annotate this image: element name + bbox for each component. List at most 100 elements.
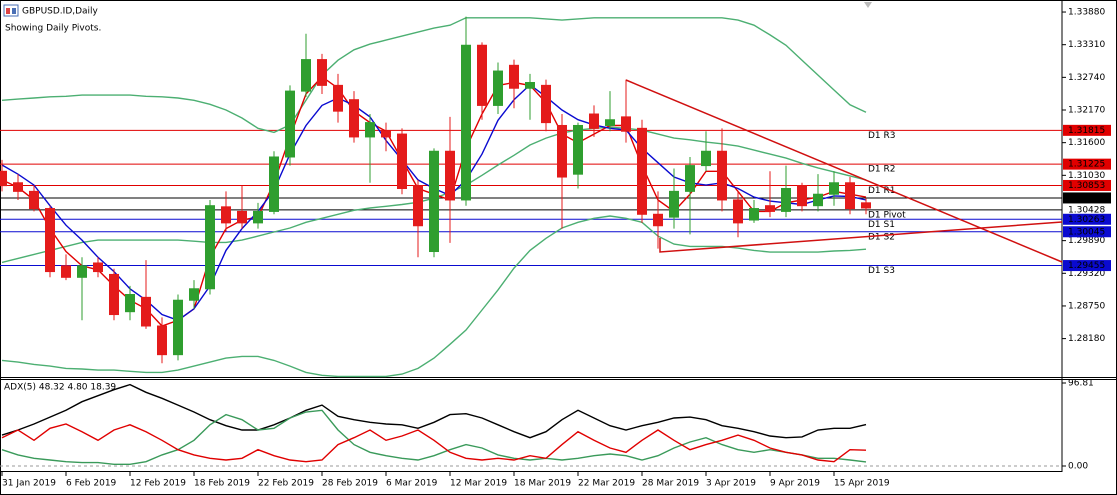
candle-body xyxy=(461,44,471,201)
price-box xyxy=(1063,192,1111,204)
price-box xyxy=(1063,158,1111,170)
price-box xyxy=(1063,213,1111,225)
pivot-label: D1 S1 xyxy=(868,220,895,230)
candle-body xyxy=(509,64,519,89)
candle-body xyxy=(93,262,103,273)
candle-body xyxy=(45,208,55,273)
candle-body xyxy=(77,265,87,278)
symbol-icon-part xyxy=(12,8,16,14)
candle-body xyxy=(349,99,359,138)
pivot-label: D1 R3 xyxy=(868,131,896,141)
candle-body xyxy=(0,170,7,187)
candle-body xyxy=(733,199,743,224)
candle-body xyxy=(157,325,167,356)
x-tick-label: 31 Jan 2019 xyxy=(2,479,56,489)
price-box xyxy=(1063,124,1111,136)
chart-title: GBPUSD.ID,Daily xyxy=(22,7,99,17)
price-box-label: 1.31225 xyxy=(1068,160,1105,170)
candle-body xyxy=(109,273,119,316)
candle-body xyxy=(525,82,535,89)
x-tick-label: 12 Mar 2019 xyxy=(450,479,507,489)
trend-line xyxy=(625,79,1063,263)
adx-title: ADX(5) 48.32 4.80 18.39 xyxy=(4,383,116,393)
chart-subtitle: Showing Daily Pivots. xyxy=(5,24,101,34)
x-tick-label: 22 Feb 2019 xyxy=(258,479,314,489)
y-tick-label: 1.31030 xyxy=(1068,171,1105,181)
candle-body xyxy=(829,182,839,195)
candle-body xyxy=(397,133,407,190)
symbol-icon-part xyxy=(6,8,10,14)
pivot-label: D1 S2 xyxy=(868,232,895,242)
candle-body xyxy=(557,124,567,178)
price-box-label: 1.31815 xyxy=(1068,126,1105,136)
x-tick-label: 28 Feb 2019 xyxy=(322,479,378,489)
x-tick-label: 15 Apr 2019 xyxy=(834,479,890,489)
y-tick-label: 1.28180 xyxy=(1068,334,1105,344)
candle-body xyxy=(573,124,583,175)
pivot-label: D1 R2 xyxy=(868,165,896,175)
candle-body xyxy=(541,84,551,124)
x-tick-label: 22 Mar 2019 xyxy=(578,479,635,489)
pivot-label: D1 R1 xyxy=(868,186,896,196)
candle-body xyxy=(637,127,647,215)
candle-body xyxy=(61,265,71,278)
price-box-label: 1.30263 xyxy=(1068,215,1105,225)
candle-body xyxy=(669,190,679,218)
x-tick-label: 12 Feb 2019 xyxy=(130,479,186,489)
candle-body xyxy=(269,156,279,212)
y-tick-label: 1.29320 xyxy=(1068,269,1105,279)
candle-body xyxy=(381,130,391,138)
pivot-label: D1 S3 xyxy=(868,266,895,276)
shift-marker xyxy=(864,2,872,8)
x-tick-label: 9 Apr 2019 xyxy=(770,479,820,489)
price-box xyxy=(1063,179,1111,191)
price-box-label: 1.30428 xyxy=(1068,205,1105,215)
candle-body xyxy=(589,113,599,129)
y-tick-label: 0.00 xyxy=(1068,462,1088,472)
y-tick-label: 1.33880 xyxy=(1068,8,1105,18)
last-price-label: 1.30635 xyxy=(1068,193,1105,203)
adx-line xyxy=(1,409,867,465)
y-tick-label: 96.81 xyxy=(1068,379,1094,389)
adx-line xyxy=(1,383,867,439)
candle-body xyxy=(301,59,311,92)
y-tick-label: 1.33310 xyxy=(1068,40,1105,50)
candle-body xyxy=(605,119,615,126)
main-plot: 1.33880 1.33310 1.32740 1.32170 1.31600 1.310… xyxy=(0,8,1111,489)
y-tick-label: 1.31600 xyxy=(1068,138,1105,148)
candle-body xyxy=(365,122,375,138)
candle-body xyxy=(493,70,503,106)
candle-body xyxy=(253,210,263,224)
price-box-label: 1.30853 xyxy=(1068,181,1105,191)
price-box xyxy=(1063,260,1111,272)
x-tick-label: 28 Mar 2019 xyxy=(642,479,699,489)
candle-body xyxy=(13,182,23,192)
candle-body xyxy=(173,299,183,356)
y-tick-label: 1.32170 xyxy=(1068,106,1105,116)
candle-body xyxy=(653,213,663,227)
candle-body xyxy=(141,296,151,327)
candle-body xyxy=(237,210,247,224)
candle-body xyxy=(413,185,423,227)
candle-body xyxy=(29,190,39,210)
price-box xyxy=(1063,226,1111,238)
pivot-label: D1 Pivot xyxy=(868,210,906,220)
y-tick-label: 1.32740 xyxy=(1068,73,1105,83)
candle-body xyxy=(749,208,759,221)
adx-line xyxy=(1,423,867,463)
candle-body xyxy=(445,150,455,201)
indicator-line xyxy=(1,17,867,134)
price-box-label: 1.30045 xyxy=(1068,227,1105,237)
candle-body xyxy=(285,90,295,158)
candle-body xyxy=(685,165,695,192)
candle-body xyxy=(717,150,727,201)
x-tick-label: 18 Mar 2019 xyxy=(514,479,571,489)
candle-body xyxy=(861,202,871,209)
candle-body xyxy=(477,44,487,106)
candle-body xyxy=(221,206,231,224)
candle-body xyxy=(797,185,807,207)
x-tick-label: 3 Apr 2019 xyxy=(706,479,756,489)
indicator-line xyxy=(1,215,867,378)
